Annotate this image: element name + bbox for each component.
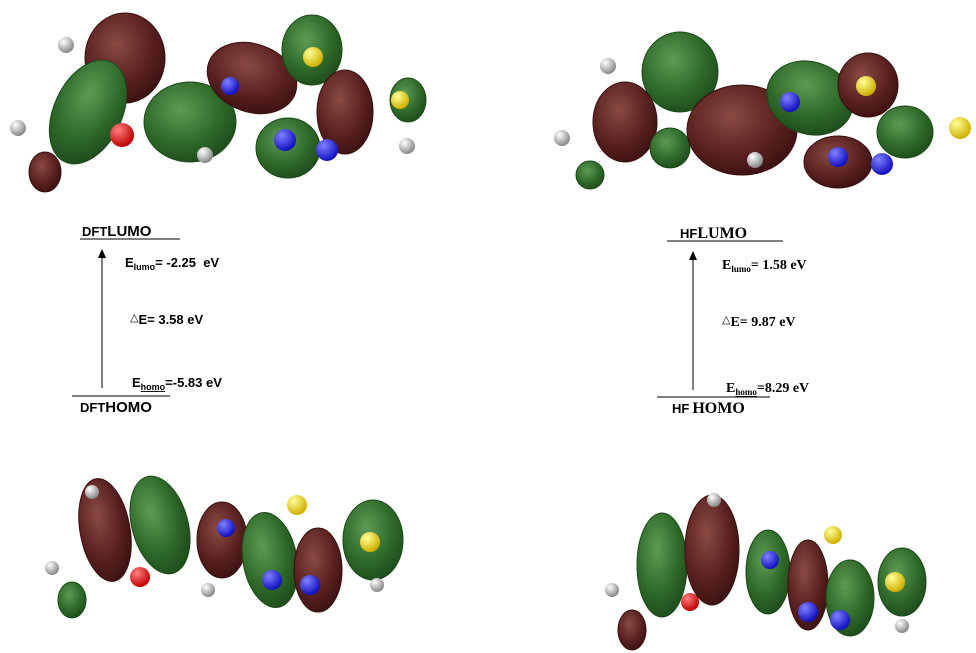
- lobe: [71, 474, 138, 585]
- lobe: [746, 530, 790, 614]
- atom: [824, 526, 842, 544]
- e-lumo: Elumo= 1.58 eV: [722, 258, 807, 274]
- lobe: [29, 152, 61, 192]
- symbol: E: [125, 255, 134, 270]
- atom: [58, 37, 74, 53]
- lobe: [120, 469, 200, 580]
- dft-lumo-orbital: [10, 13, 426, 192]
- hf-energy-diagram: HFLUMO Elumo= 1.58 eV △E= 9.87 eV Ehomo=…: [657, 225, 809, 417]
- atom: [761, 551, 779, 569]
- method: DFT: [82, 224, 107, 239]
- atom: [262, 570, 282, 590]
- atom: [600, 58, 616, 74]
- lobe: [618, 610, 646, 650]
- method: HF: [680, 226, 697, 241]
- hf-homo-orbital: [605, 493, 926, 650]
- atom: [391, 91, 409, 109]
- atom: [10, 120, 26, 136]
- atom: [110, 123, 134, 147]
- lobe: [58, 582, 86, 618]
- e-homo: Ehomo=-5.83 eV: [132, 375, 222, 392]
- atom: [605, 583, 619, 597]
- orbital: LUMO: [697, 225, 747, 242]
- method: HF: [672, 401, 689, 416]
- value: =8.29 eV: [757, 381, 809, 396]
- subscript: homo: [141, 382, 166, 392]
- lobe: [593, 82, 657, 162]
- atom: [300, 575, 320, 595]
- atom: [830, 610, 850, 630]
- atom: [197, 147, 213, 163]
- symbol: E: [132, 375, 141, 390]
- value: =-5.83 eV: [165, 375, 222, 390]
- orbital: HOMO: [692, 400, 744, 417]
- orbital: LUMO: [107, 223, 151, 240]
- atom: [399, 138, 415, 154]
- atom: [707, 493, 721, 507]
- atom: [287, 495, 307, 515]
- arrow-head: [689, 251, 697, 260]
- lobe: [877, 106, 933, 158]
- dft-homo-orbital: [45, 469, 403, 618]
- value: E= 3.58 eV: [138, 312, 203, 327]
- atom: [274, 129, 296, 151]
- arrow-head: [98, 249, 106, 258]
- hf-lumo-orbital: [554, 32, 971, 189]
- value: = -2.25 eV: [155, 255, 219, 270]
- lobe: [650, 128, 690, 168]
- atom: [856, 76, 876, 96]
- atom: [747, 152, 763, 168]
- subscript: lumo: [134, 262, 156, 272]
- value: E= 9.87 eV: [730, 315, 795, 330]
- atom: [885, 572, 905, 592]
- atom: [554, 130, 570, 146]
- atom: [949, 117, 971, 139]
- atom: [895, 619, 909, 633]
- e-homo: Ehomo=8.29 eV: [726, 381, 809, 397]
- dft-energy-diagram: DFTLUMO Elumo= -2.25 eV △E= 3.58 eV Ehom…: [72, 223, 222, 416]
- atom: [303, 47, 323, 67]
- atom: [201, 583, 215, 597]
- lobe: [294, 528, 342, 612]
- method: DFT: [80, 400, 105, 415]
- atom: [828, 147, 848, 167]
- atom: [798, 602, 818, 622]
- symbol: E: [726, 381, 735, 396]
- lumo-label: HFLUMO: [680, 225, 747, 242]
- atom: [130, 567, 150, 587]
- orbital: HOMO: [105, 399, 152, 416]
- atom: [85, 485, 99, 499]
- atom: [316, 139, 338, 161]
- lobe: [685, 495, 739, 605]
- e-lumo: Elumo= -2.25 eV: [125, 255, 219, 272]
- lobe: [576, 161, 604, 189]
- atom: [45, 561, 59, 575]
- value: = 1.58 eV: [751, 258, 807, 273]
- lobe: [197, 502, 247, 578]
- symbol: E: [722, 258, 731, 273]
- delta-e: △E= 9.87 eV: [722, 314, 796, 330]
- atom: [360, 532, 380, 552]
- subscript: homo: [735, 387, 757, 397]
- atom: [370, 578, 384, 592]
- atom: [217, 519, 235, 537]
- atom: [221, 77, 239, 95]
- figure: DFTLUMO Elumo= -2.25 eV △E= 3.58 eV Ehom…: [0, 0, 976, 653]
- lobe: [637, 513, 687, 617]
- atom: [780, 92, 800, 112]
- atom: [681, 593, 699, 611]
- delta-e: △E= 3.58 eV: [130, 312, 203, 327]
- atom: [871, 153, 893, 175]
- lumo-label: DFTLUMO: [82, 223, 152, 240]
- subscript: lumo: [731, 264, 751, 274]
- homo-label: DFTHOMO: [80, 399, 152, 416]
